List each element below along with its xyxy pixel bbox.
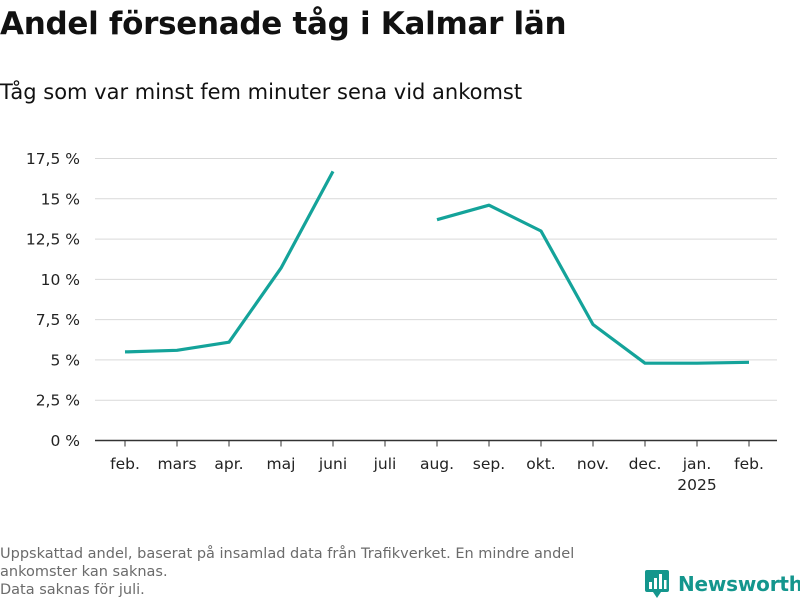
x-tick-label: jan.	[682, 455, 712, 473]
x-tick-label: nov.	[577, 455, 609, 473]
y-tick-label: 5 %	[50, 351, 80, 369]
x-tick-label: okt.	[526, 455, 555, 473]
x-tick-sublabel: 2025	[677, 476, 716, 494]
y-tick-label: 0 %	[50, 432, 80, 450]
y-tick-label: 17,5 %	[26, 150, 80, 168]
x-tick-label: mars	[157, 455, 196, 473]
y-tick-label: 2,5 %	[36, 392, 80, 410]
series-line	[124, 170, 335, 354]
x-tick-label: feb.	[734, 455, 764, 473]
x-tick-label: maj	[267, 455, 296, 473]
x-tick-label: juni	[318, 455, 347, 473]
newsworthy-logo-icon	[645, 570, 669, 598]
y-tick-label: 15 %	[41, 190, 80, 208]
y-tick-label: 7,5 %	[36, 311, 80, 329]
brand-logo: Newsworthy	[644, 568, 800, 600]
brand-name: Newsworthy	[678, 572, 800, 596]
footnote: Uppskattad andel, baserat på insamlad da…	[0, 545, 630, 599]
footnote-line-2: Data saknas för juli.	[0, 582, 145, 598]
chart-subtitle: Tåg som var minst fem minuter sena vid a…	[0, 80, 523, 104]
x-tick-label: dec.	[629, 455, 662, 473]
x-tick-label: sep.	[473, 455, 505, 473]
series-line	[436, 203, 750, 365]
footnote-line-1: Uppskattad andel, baserat på insamlad da…	[0, 546, 575, 580]
x-tick-label: aug.	[420, 455, 454, 473]
x-tick-label: feb.	[110, 455, 140, 473]
y-tick-label: 10 %	[41, 271, 80, 289]
chart-title: Andel försenade tåg i Kalmar län	[0, 6, 567, 42]
y-tick-label: 12,5 %	[26, 231, 80, 249]
x-tick-label: apr.	[214, 455, 243, 473]
x-tick-label: juli	[373, 455, 397, 473]
